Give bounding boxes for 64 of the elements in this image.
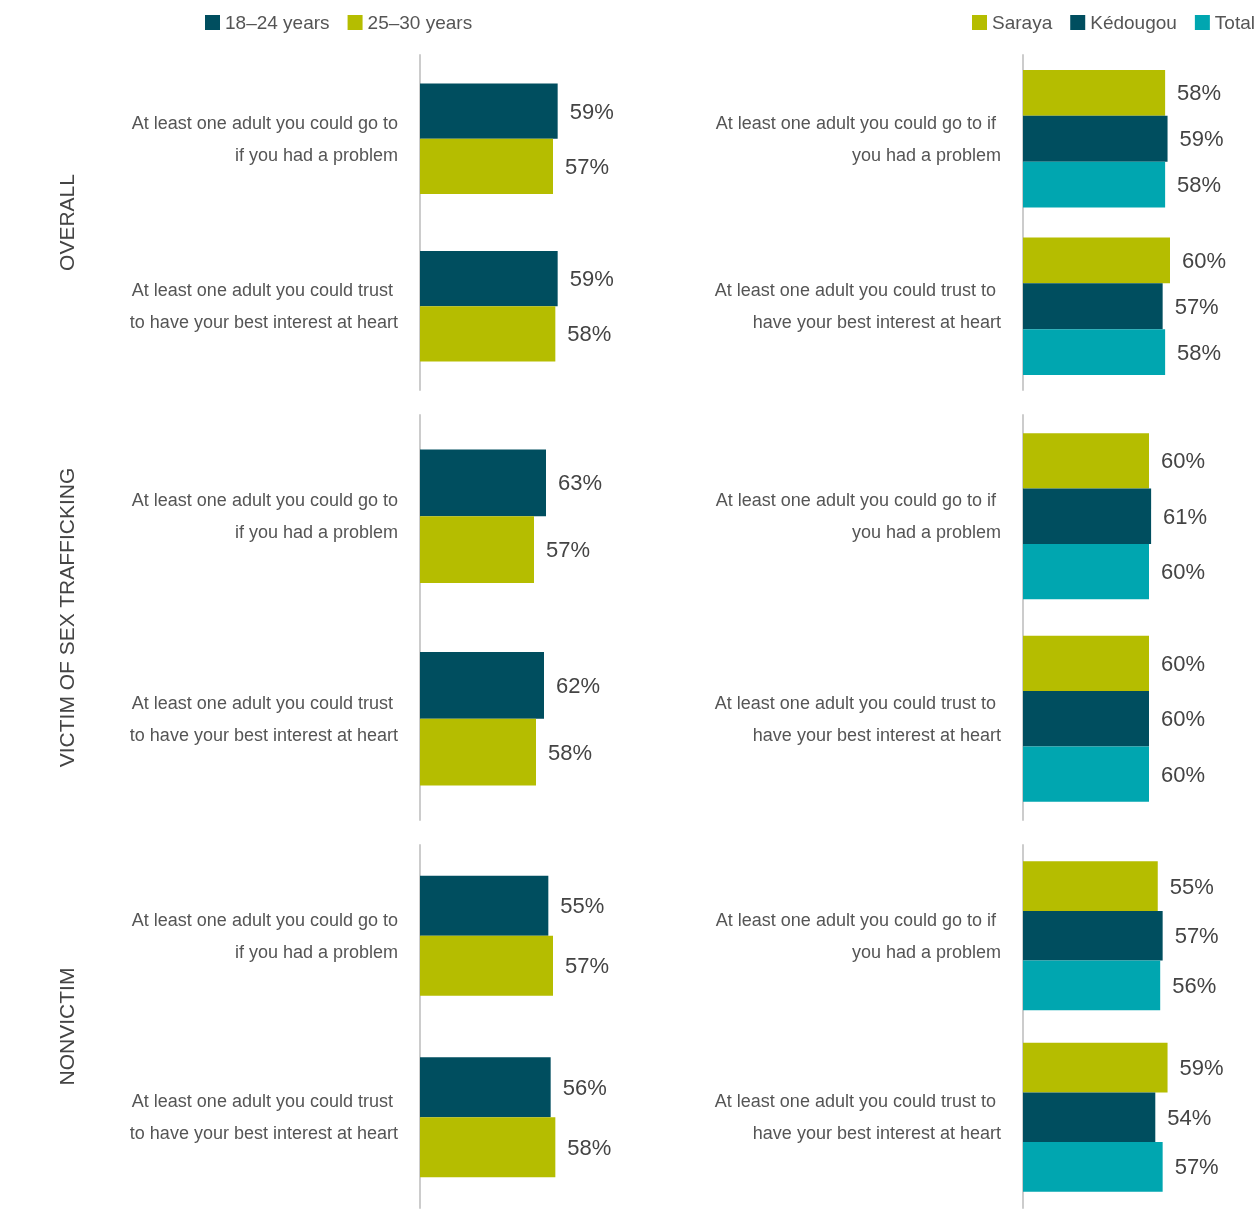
data-label: 57%	[1174, 923, 1219, 949]
bar	[1023, 861, 1158, 911]
data-label: 57%	[565, 153, 610, 179]
data-label: 60%	[1161, 706, 1206, 732]
bar	[1023, 910, 1163, 961]
legend-label: 18–24 years	[225, 12, 330, 33]
data-label: 57%	[1174, 1154, 1219, 1180]
data-label: 58%	[1177, 80, 1222, 106]
bar	[420, 1057, 551, 1118]
data-label: 60%	[1161, 650, 1206, 676]
legend-label: Total	[1214, 12, 1256, 33]
data-label: 58%	[548, 739, 593, 765]
data-label: 60%	[1161, 559, 1206, 585]
data-label: 59%	[569, 266, 614, 292]
y-tick-label: At least one adult you could go to if you had a problem	[715, 490, 1001, 543]
data-label: 62%	[556, 672, 601, 698]
data-label: 60%	[1161, 761, 1206, 787]
bar	[1023, 1042, 1168, 1093]
y-tick-label: At least one adult you could trust to have your best interest at heart	[129, 280, 398, 333]
legend-label: Saraya	[992, 12, 1053, 33]
bar	[420, 516, 534, 584]
bar	[420, 651, 544, 719]
data-label: 55%	[560, 893, 605, 919]
legend-label: 25–30 years	[367, 12, 473, 33]
y-tick-label: At least one adult you could trust to have your best interest at heart	[714, 692, 1001, 745]
bar	[420, 935, 553, 996]
y-tick-label: At least one adult you could go to if you had a problem	[131, 909, 398, 962]
y-tick-label: At least one adult you could go to if you had a problem	[131, 112, 398, 165]
legend-label: Kédougou	[1090, 12, 1177, 33]
data-label: 61%	[1163, 503, 1208, 529]
data-label: 60%	[1182, 247, 1227, 273]
data-label: 57%	[565, 953, 610, 979]
data-label: 58%	[1177, 172, 1222, 198]
data-label: 55%	[1169, 873, 1214, 899]
data-label: 57%	[546, 537, 591, 563]
y-tick-label: At least one adult you could go to if you had a problem	[131, 490, 398, 543]
bar	[420, 449, 546, 517]
bar	[420, 1117, 556, 1178]
data-label: 54%	[1167, 1104, 1212, 1130]
y-tick-label: At least one adult you could trust to have your best interest at heart	[129, 1091, 398, 1144]
y-tick-label: At least one adult you could trust to have your best interest at heart	[714, 1091, 1001, 1144]
data-label: 56%	[562, 1074, 607, 1100]
bar	[420, 875, 549, 936]
data-label: 58%	[567, 321, 612, 347]
data-label: 57%	[1174, 293, 1219, 319]
y-axis-title: NONVICTIM	[54, 967, 78, 1086]
data-label: 58%	[1177, 339, 1222, 365]
bar	[1023, 1092, 1156, 1143]
y-tick-label: At least one adult you could trust to have your best interest at heart	[129, 692, 398, 745]
y-tick-label: At least one adult you could go to if you had a problem	[715, 909, 1001, 962]
data-label: 63%	[558, 470, 603, 496]
y-axis-title: OVERALL	[54, 174, 78, 271]
bar	[420, 718, 536, 786]
data-label: 59%	[569, 98, 614, 124]
y-axis-title: VICTIM OF SEX TRAFFICKING	[54, 467, 78, 768]
data-label: 59%	[1179, 1055, 1224, 1081]
data-label: 56%	[1172, 972, 1217, 998]
y-tick-label: At least one adult you could trust to have your best interest at heart	[714, 280, 1001, 333]
y-tick-label: At least one adult you could go to if you had a problem	[715, 112, 1001, 165]
data-label: 59%	[1179, 126, 1224, 152]
data-label: 60%	[1161, 448, 1206, 474]
data-label: 58%	[567, 1134, 612, 1160]
bar	[1023, 1142, 1163, 1192]
bar	[1023, 960, 1161, 1011]
